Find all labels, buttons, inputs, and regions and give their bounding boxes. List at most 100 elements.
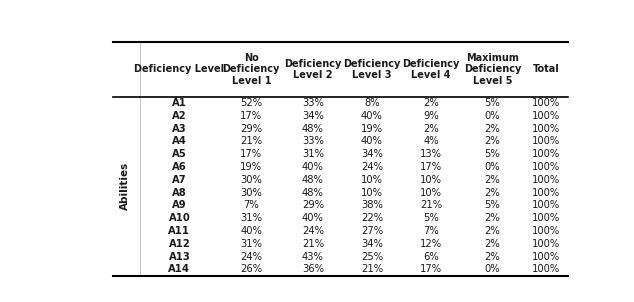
Text: 17%: 17% (240, 111, 262, 121)
Text: 19%: 19% (361, 124, 383, 134)
Text: 31%: 31% (302, 149, 324, 159)
Text: 5%: 5% (484, 201, 500, 210)
Text: 100%: 100% (532, 149, 560, 159)
Text: 2%: 2% (423, 124, 439, 134)
Text: 24%: 24% (240, 252, 262, 262)
Text: 100%: 100% (532, 239, 560, 249)
Text: 34%: 34% (361, 239, 383, 249)
Text: 2%: 2% (484, 213, 500, 223)
Text: 7%: 7% (423, 226, 439, 236)
Text: 4%: 4% (423, 137, 439, 146)
Text: 2%: 2% (484, 188, 500, 198)
Text: 52%: 52% (240, 98, 262, 108)
Text: 2%: 2% (484, 175, 500, 185)
Text: A13: A13 (169, 252, 190, 262)
Text: 13%: 13% (420, 149, 442, 159)
Text: 21%: 21% (302, 239, 324, 249)
Text: 5%: 5% (484, 98, 500, 108)
Text: A3: A3 (172, 124, 187, 134)
Text: A12: A12 (169, 239, 190, 249)
Text: 2%: 2% (484, 226, 500, 236)
Text: 2%: 2% (484, 239, 500, 249)
Text: 2%: 2% (484, 124, 500, 134)
Text: 100%: 100% (532, 137, 560, 146)
Text: A10: A10 (169, 213, 190, 223)
Text: Deficiency Level: Deficiency Level (134, 64, 224, 74)
Text: 40%: 40% (361, 137, 383, 146)
Text: 100%: 100% (532, 124, 560, 134)
Text: 2%: 2% (423, 98, 439, 108)
Text: 8%: 8% (364, 98, 380, 108)
Text: 21%: 21% (420, 201, 442, 210)
Text: 40%: 40% (302, 162, 324, 172)
Text: Deficiency
Level 4: Deficiency Level 4 (402, 59, 460, 80)
Text: 26%: 26% (240, 264, 262, 274)
Text: 25%: 25% (361, 252, 383, 262)
Text: 100%: 100% (532, 111, 560, 121)
Text: 48%: 48% (302, 124, 324, 134)
Text: 36%: 36% (302, 264, 324, 274)
Text: A4: A4 (172, 137, 187, 146)
Text: 30%: 30% (240, 175, 262, 185)
Text: A14: A14 (169, 264, 190, 274)
Text: 40%: 40% (240, 226, 262, 236)
Text: 33%: 33% (302, 98, 324, 108)
Text: 17%: 17% (420, 264, 442, 274)
Text: 100%: 100% (532, 188, 560, 198)
Text: 100%: 100% (532, 252, 560, 262)
Text: 17%: 17% (240, 149, 262, 159)
Text: 34%: 34% (361, 149, 383, 159)
Text: A6: A6 (172, 162, 187, 172)
Text: 10%: 10% (420, 175, 442, 185)
Text: Total: Total (533, 64, 560, 74)
Text: 0%: 0% (484, 264, 500, 274)
Text: 2%: 2% (484, 252, 500, 262)
Text: 10%: 10% (420, 188, 442, 198)
Text: 5%: 5% (423, 213, 439, 223)
Text: 0%: 0% (484, 162, 500, 172)
Text: 0%: 0% (484, 111, 500, 121)
Text: 24%: 24% (302, 226, 324, 236)
Text: 40%: 40% (302, 213, 324, 223)
Text: 21%: 21% (240, 137, 262, 146)
Text: 100%: 100% (532, 98, 560, 108)
Text: 19%: 19% (240, 162, 262, 172)
Text: 10%: 10% (361, 188, 383, 198)
Text: 21%: 21% (361, 264, 383, 274)
Text: 5%: 5% (484, 149, 500, 159)
Text: No
Deficiency
Level 1: No Deficiency Level 1 (223, 53, 280, 86)
Text: Deficiency
Level 3: Deficiency Level 3 (343, 59, 401, 80)
Text: 38%: 38% (361, 201, 383, 210)
Text: 9%: 9% (423, 111, 439, 121)
Text: A8: A8 (172, 188, 187, 198)
Text: 27%: 27% (361, 226, 383, 236)
Text: 34%: 34% (302, 111, 324, 121)
Text: A2: A2 (172, 111, 187, 121)
Text: A7: A7 (172, 175, 187, 185)
Text: 30%: 30% (240, 188, 262, 198)
Text: A11: A11 (169, 226, 190, 236)
Text: 100%: 100% (532, 264, 560, 274)
Text: 7%: 7% (243, 201, 259, 210)
Text: 100%: 100% (532, 162, 560, 172)
Text: 2%: 2% (484, 137, 500, 146)
Text: 22%: 22% (361, 213, 383, 223)
Text: 100%: 100% (532, 201, 560, 210)
Text: 29%: 29% (240, 124, 262, 134)
Text: 29%: 29% (302, 201, 324, 210)
Text: 31%: 31% (240, 213, 262, 223)
Text: 17%: 17% (420, 162, 442, 172)
Text: Deficiency
Level 2: Deficiency Level 2 (284, 59, 342, 80)
Text: 40%: 40% (361, 111, 383, 121)
Text: 12%: 12% (420, 239, 442, 249)
Text: 48%: 48% (302, 175, 324, 185)
Text: Maximum
Deficiency
Level 5: Maximum Deficiency Level 5 (463, 53, 521, 86)
Text: 48%: 48% (302, 188, 324, 198)
Text: 10%: 10% (361, 175, 383, 185)
Text: 43%: 43% (302, 252, 324, 262)
Text: A1: A1 (172, 98, 187, 108)
Text: 6%: 6% (423, 252, 439, 262)
Text: 33%: 33% (302, 137, 324, 146)
Text: A9: A9 (172, 201, 187, 210)
Text: A5: A5 (172, 149, 187, 159)
